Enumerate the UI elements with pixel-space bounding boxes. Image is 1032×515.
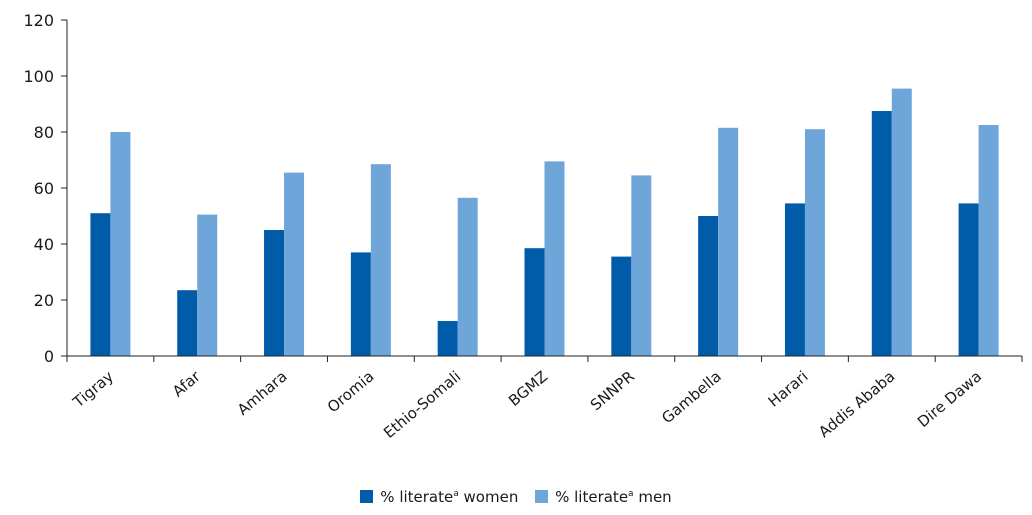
y-tick-label: 40 (34, 235, 54, 254)
x-category-label: Addis Ababa (815, 367, 898, 441)
y-tick-label: 100 (23, 67, 54, 86)
x-category-label: Dire Dawa (914, 367, 985, 431)
x-category-label: Gambella (658, 367, 725, 427)
y-tick-label: 20 (34, 291, 54, 310)
x-category-label: Ethio-Somali (380, 367, 464, 442)
legend-suffix-women: women (463, 488, 519, 506)
x-category-label: Tigray (69, 367, 117, 411)
bar-women (437, 321, 458, 356)
bar-men (197, 214, 218, 356)
bar-men (370, 164, 391, 356)
y-tick-label: 60 (34, 179, 54, 198)
bar-men (804, 129, 825, 356)
y-tick-label: 80 (34, 123, 54, 142)
bar-women (871, 111, 892, 356)
bar-women (524, 248, 545, 356)
x-category-label: Harari (765, 367, 812, 410)
legend-sup-men: a (628, 489, 634, 499)
bar-women (264, 230, 285, 356)
bar-men (718, 127, 739, 356)
x-category-label: Oromia (324, 367, 378, 416)
legend-suffix-men: men (638, 488, 672, 506)
bar-men (110, 132, 131, 356)
bar-men (891, 88, 912, 356)
legend-label-men: % literate (555, 488, 629, 506)
bar-men (284, 172, 305, 356)
legend-sup-women: a (453, 489, 459, 499)
x-category-label: BGMZ (505, 367, 551, 410)
bar-women (350, 252, 371, 356)
y-tick-label: 120 (23, 11, 54, 30)
bar-women (784, 203, 805, 356)
legend-label-women: % literate (380, 488, 454, 506)
legend: % literatea women % literatea men (0, 488, 1032, 506)
bar-men (544, 161, 565, 356)
bars (90, 88, 999, 356)
bar-women (698, 216, 719, 356)
bar-women (177, 290, 198, 356)
legend-swatch-women (360, 490, 374, 503)
legend-swatch-men (535, 490, 549, 503)
y-axis: 0 20 40 60 80 100 120 (23, 11, 68, 366)
bar-men (631, 175, 652, 356)
x-axis: Tigray Afar Amhara Oromia Ethio-Somali BGMZ SN… (66, 355, 1023, 442)
x-category-label: Afar (169, 367, 204, 401)
bar-women (90, 213, 111, 356)
x-category-label: SNNPR (587, 367, 638, 414)
bar-men (457, 197, 478, 356)
legend-item-men: % literatea men (535, 488, 672, 506)
y-tick-label: 0 (44, 347, 54, 366)
bar-chart: 0 20 40 60 80 100 120 Tigray Afar Amhara Oromia Et… (23, 11, 1023, 442)
bar-men (978, 125, 999, 356)
x-category-label: Amhara (234, 367, 291, 419)
bar-women (958, 203, 979, 356)
legend-item-women: % literatea women (360, 488, 518, 506)
bar-women (611, 256, 632, 356)
